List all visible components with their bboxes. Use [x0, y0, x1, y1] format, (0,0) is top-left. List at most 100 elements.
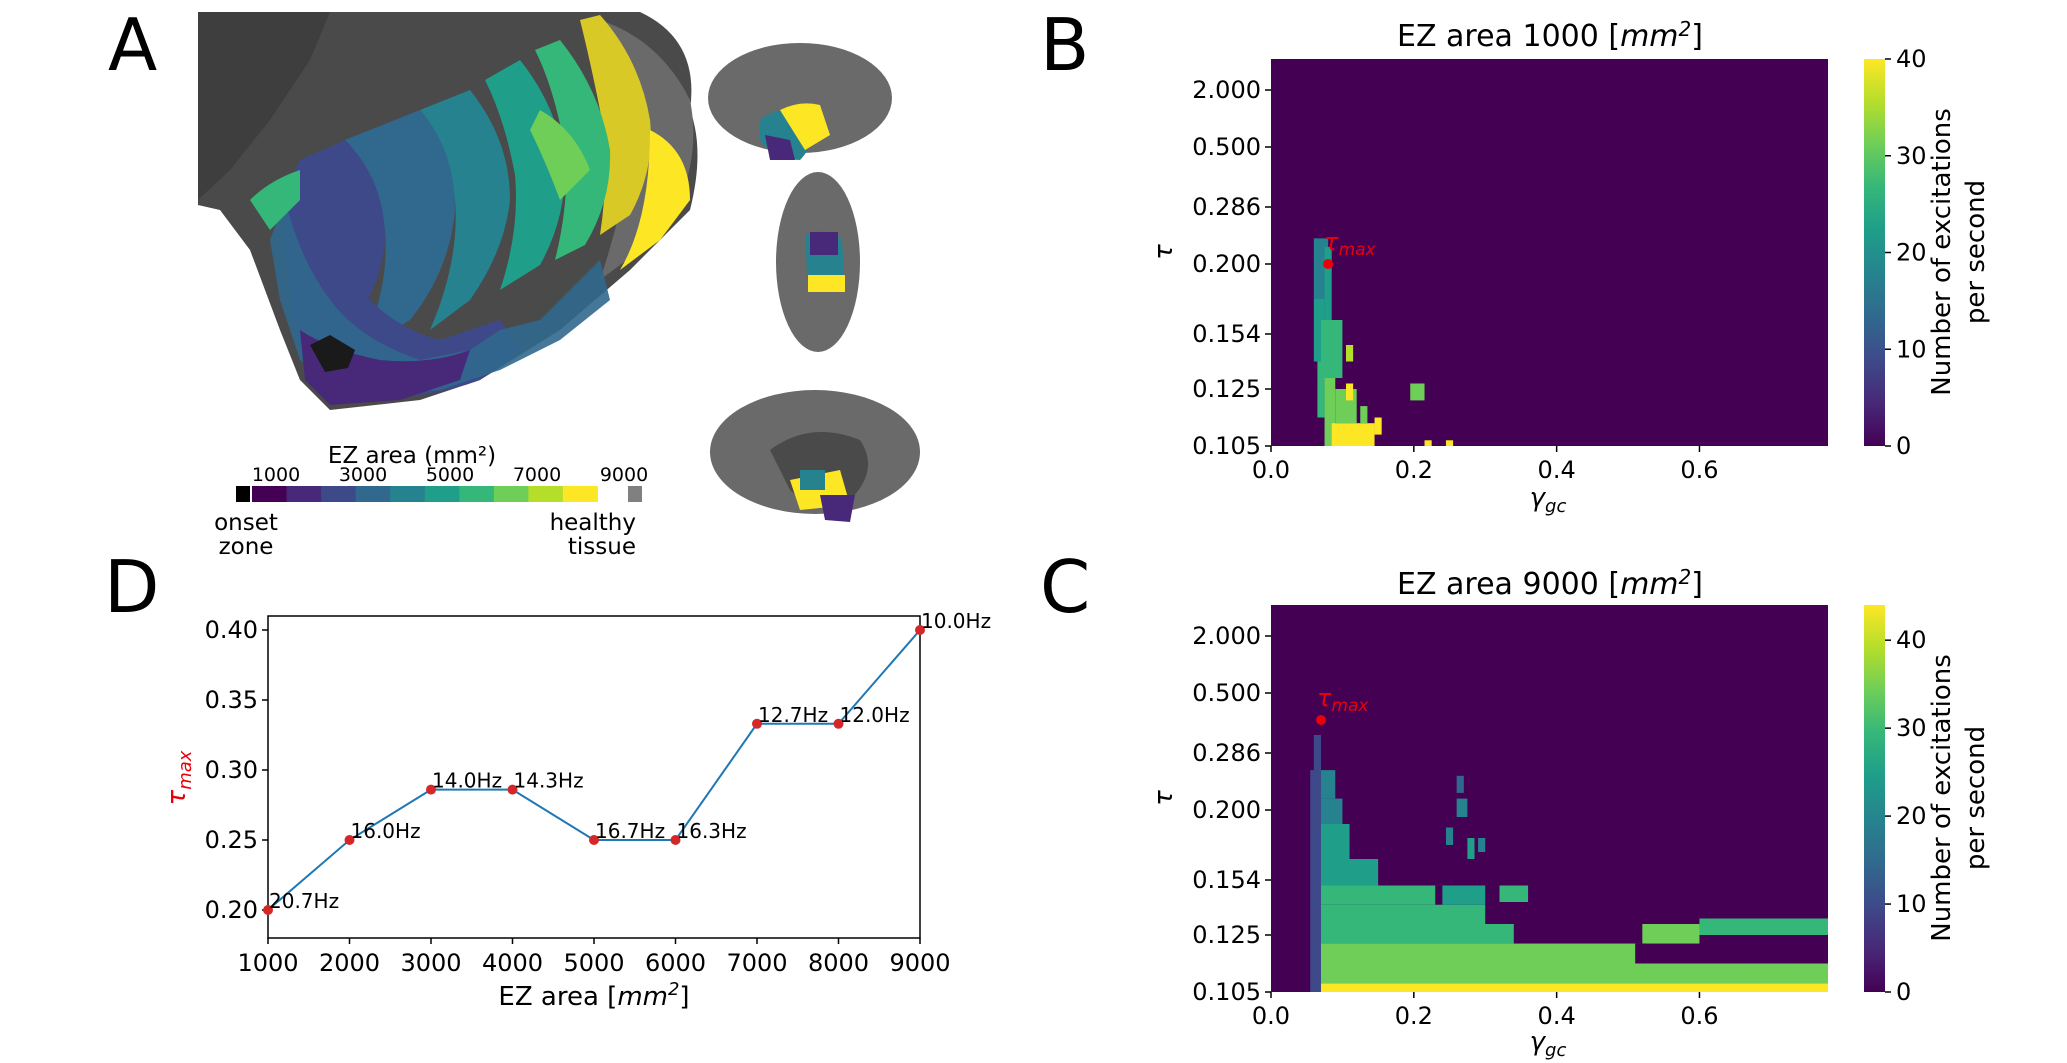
- x-tick-label: 0.0: [1252, 456, 1290, 484]
- tau-max-label-main: τ: [1324, 228, 1339, 256]
- heatmap-cell-band: [1317, 824, 1350, 859]
- data-point-label: 10.0Hz: [921, 609, 991, 633]
- brain-view-lateral: [708, 43, 892, 160]
- data-point-label: 14.0Hz: [432, 769, 502, 793]
- healthy-label-line2: tissue: [568, 534, 636, 560]
- x-tick-label: 0.6: [1680, 456, 1718, 484]
- heatmap-cell: [1467, 838, 1475, 859]
- x-tick-label: 0.4: [1538, 1002, 1576, 1030]
- y-tick-label: 0.35: [205, 686, 258, 714]
- heatmap-cell: [1456, 775, 1464, 793]
- legend-swatch-healthy: [628, 486, 642, 502]
- x-tick-label: 0.4: [1538, 456, 1576, 484]
- heatmap-cell-empty: [1720, 943, 1732, 964]
- tau-max-label: τmax: [1324, 228, 1376, 260]
- y-tick-label: 0.125: [1192, 921, 1261, 949]
- x-tick-label: 0.2: [1395, 1002, 1433, 1030]
- heatmap-c-colorbar: [1864, 605, 1885, 992]
- heatmap-b-x-ticks: 0.0 0.2 0.4 0.6: [1252, 446, 1719, 484]
- data-point: [670, 835, 681, 845]
- line-d-y-ticks: 0.20 0.25 0.30 0.35 0.40: [205, 616, 268, 924]
- heatmap-cell: [1324, 378, 1336, 446]
- heatmap-b-ylabel: τ: [1149, 244, 1179, 260]
- data-point: [426, 784, 436, 795]
- tau-max-dot: [1315, 715, 1326, 725]
- heatmap-c-cells: [1310, 735, 1828, 992]
- y-tick-label: 0.200: [1192, 250, 1261, 278]
- data-point: [915, 625, 925, 635]
- onset-label-line1: onset: [214, 510, 278, 536]
- data-point-label: 16.0Hz: [351, 819, 421, 843]
- data-point-label: 12.7Hz: [758, 703, 828, 727]
- heatmap-panel-b: EZ area 1000 [mm2] τmax 2.0000.5000.2860…: [1149, 17, 1991, 517]
- heatmap-c-xlabel: γgc: [1530, 1027, 1567, 1061]
- tau-max-label-sub: max: [1331, 696, 1369, 716]
- x-tick-label: 8000: [808, 949, 869, 977]
- y-tick-label: 0.105: [1192, 432, 1261, 460]
- x-tick-label: 4000: [482, 949, 543, 977]
- heatmap-cell-band: [1317, 924, 1514, 944]
- y-tick-label: 0.25: [205, 826, 258, 854]
- heatmap-b-colorbar-label-1: Number of excitations: [1927, 108, 1957, 396]
- tau-max-label: τmax: [1317, 684, 1369, 716]
- heatmap-cell: [1410, 383, 1425, 401]
- heatmap-cell: [1317, 361, 1325, 418]
- heatmap-b-title: EZ area 1000 [mm2]: [1397, 17, 1703, 54]
- y-tick-label: 0.154: [1192, 320, 1261, 348]
- heatmap-cell-empty: [1635, 943, 1646, 964]
- heatmap-c-y-ticks: 2.000 0.500 0.286 0.200 0.154 0.125 0.105: [1192, 622, 1271, 1006]
- heatmap-cell: [1478, 838, 1486, 852]
- panel-letter-a: A: [108, 3, 157, 87]
- colorbar-tick-label: 20: [1896, 239, 1927, 267]
- x-tick-label: 9000: [889, 949, 950, 977]
- legend-tick-label: 5000: [426, 464, 474, 486]
- series-line: [267, 629, 921, 911]
- x-tick-label: 0.6: [1680, 1002, 1718, 1030]
- brain-view-ventral: [776, 172, 860, 352]
- x-tick-label: 5000: [563, 949, 624, 977]
- legend-swatch: [390, 486, 426, 502]
- legend-swatch: [252, 486, 288, 502]
- heatmap-cell: [1345, 345, 1354, 362]
- line-chart-panel-d: 1000 2000 3000 4000 5000 6000 7000 8000 9000 0.2…: [162, 609, 991, 1012]
- healthy-label-line1: healthy: [550, 510, 636, 536]
- y-tick-label: 0.40: [205, 616, 258, 644]
- heatmap-c-title: EZ area 9000 [mm2]: [1397, 565, 1703, 602]
- panel-letter-d: D: [104, 545, 159, 629]
- panel-letter-b: B: [1040, 3, 1089, 87]
- heatmap-cell: [1642, 924, 1700, 944]
- line-d-series: 20.7Hz 16.0Hz 14.0Hz 14.3Hz 16.7Hz 16.3Hz 12.7…: [263, 609, 991, 915]
- legend-swatch: [321, 486, 357, 502]
- heatmap-b-background: [1271, 59, 1828, 446]
- heatmap-c-colorbar-label-2: per second: [1961, 726, 1991, 870]
- heatmap-cell: [1699, 918, 1828, 935]
- heatmap-b-y-ticks: 2.000 0.500 0.286 0.200 0.154 0.125 0.105: [1192, 76, 1271, 460]
- heatmap-cell-band: [1317, 770, 1336, 799]
- y-tick-label: 0.20: [205, 896, 258, 924]
- data-point-label: 16.3Hz: [677, 819, 747, 843]
- line-d-x-ticks: 1000 2000 3000 4000 5000 6000 7000 8000 9000: [237, 938, 951, 977]
- x-tick-label: 2000: [319, 949, 380, 977]
- data-point-label: 20.7Hz: [269, 889, 339, 913]
- y-tick-label: 0.500: [1192, 679, 1261, 707]
- y-tick-label: 0.200: [1192, 796, 1261, 824]
- heatmap-cell-band: [1317, 798, 1343, 824]
- colorbar-tick-label: 10: [1896, 890, 1927, 918]
- heatmap-cell-empty: [1706, 904, 1807, 919]
- heatmap-cell: [1345, 383, 1354, 401]
- colorbar-tick-label: 40: [1896, 45, 1927, 73]
- legend-swatch: [286, 486, 322, 502]
- heatmap-c-tau-max-marker: τmax: [1315, 684, 1369, 725]
- y-tick-label: 0.125: [1192, 375, 1261, 403]
- legend-swatch: [424, 486, 460, 502]
- heatmap-cell: [1324, 246, 1332, 320]
- heatmap-b-tau-max-marker: τmax: [1323, 228, 1377, 269]
- heatmap-cell: [1331, 423, 1375, 446]
- x-tick-label: 3000: [400, 949, 461, 977]
- heatmap-cell: [1445, 827, 1454, 845]
- heatmap-c-colorbar-label-1: Number of excitations: [1927, 654, 1957, 942]
- heatmap-cell: [1442, 885, 1486, 905]
- data-point: [344, 835, 355, 845]
- heatmap-cell: [1499, 885, 1529, 902]
- ez-area-legend-swatches: [236, 486, 642, 502]
